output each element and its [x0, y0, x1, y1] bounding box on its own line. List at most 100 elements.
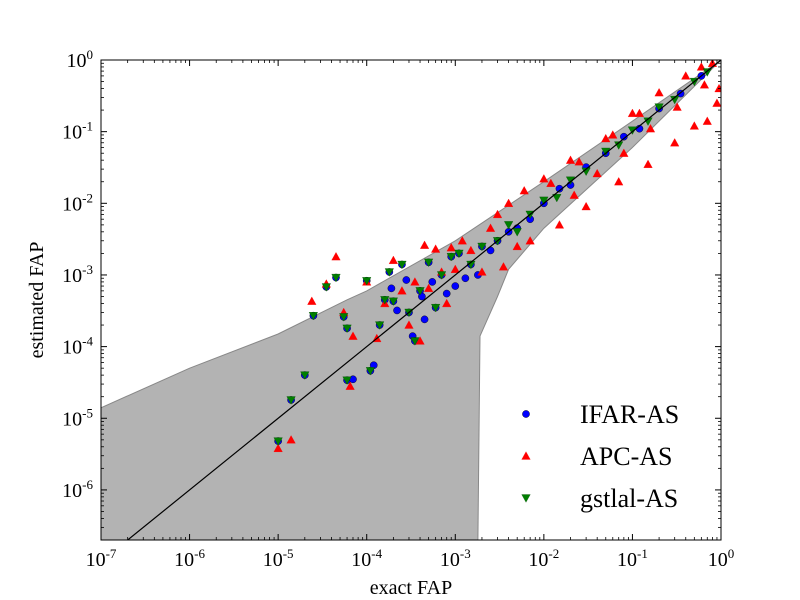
data-point [670, 138, 680, 147]
data-point [404, 320, 414, 329]
data-point [477, 267, 487, 276]
data-point [397, 260, 407, 270]
data-point [442, 298, 452, 308]
data-point [402, 276, 411, 284]
x-axis-label: exact FAP [370, 577, 452, 599]
data-point [415, 336, 425, 345]
data-point [498, 262, 509, 271]
data-point [519, 186, 529, 195]
data-point [393, 306, 401, 315]
data-point [601, 133, 611, 143]
data-point [461, 274, 470, 283]
x-tick-label: 10-3 [440, 546, 471, 571]
data-point [702, 116, 712, 125]
data-point [321, 283, 331, 292]
reference-line-path [126, 60, 721, 540]
data-point [410, 277, 420, 286]
x-tick-label: 10-7 [86, 546, 117, 571]
data-point [620, 132, 628, 141]
data-point [581, 167, 591, 176]
data-point [286, 396, 296, 405]
data-point [565, 155, 576, 164]
data-point [451, 282, 460, 290]
data-point [554, 220, 565, 229]
data-point [273, 437, 283, 446]
legend-marker-gstlal-AS [521, 494, 531, 503]
data-point [308, 312, 318, 321]
data-point [348, 331, 358, 340]
y-tick-label: 10-5 [62, 405, 93, 430]
y-tick-label: 100 [67, 47, 94, 72]
y-axis-label: estimated FAP [26, 242, 48, 359]
data-point [286, 435, 296, 444]
data-point [375, 321, 385, 330]
data-point [525, 236, 535, 245]
data-point [512, 228, 522, 237]
data-point [331, 252, 341, 261]
data-point [339, 313, 349, 322]
data-point [442, 289, 451, 298]
legend-label-IFAR-AS: IFAR-AS [580, 400, 679, 429]
data-point [384, 268, 394, 277]
data-point [331, 273, 341, 283]
data-point [670, 96, 680, 105]
data-point [300, 371, 310, 380]
data-point [454, 249, 464, 258]
data-point [362, 277, 372, 286]
data-point [672, 102, 682, 111]
plot-frame [100, 59, 722, 541]
data-point [681, 71, 691, 80]
y-tick-label: 10-1 [62, 119, 93, 144]
data-point [645, 124, 656, 133]
data-point [712, 98, 721, 107]
data-point [466, 260, 476, 270]
y-tick-label: 10-6 [62, 477, 93, 502]
legend-label-APC-AS: APC-AS [580, 442, 672, 471]
data-point [273, 443, 283, 452]
data-point [428, 278, 437, 286]
data-point [699, 80, 709, 89]
data-point [654, 103, 664, 112]
data-point [415, 287, 425, 296]
confidence-band-area [101, 60, 721, 540]
data-point [592, 168, 602, 178]
data-point [466, 245, 476, 255]
data-point [643, 117, 653, 126]
x-tick-label: 10-2 [528, 546, 559, 571]
data-point [477, 242, 487, 252]
data-point [643, 159, 653, 168]
data-point [380, 296, 390, 305]
data-point [546, 178, 556, 187]
series-gstlal-AS [273, 68, 712, 446]
data-point [492, 209, 503, 218]
data-point [512, 241, 522, 251]
data-point [654, 88, 664, 97]
data-point [457, 236, 467, 245]
y-tick-label: 10-2 [62, 190, 93, 215]
data-point [424, 283, 434, 292]
data-point [446, 243, 456, 252]
data-point [634, 108, 644, 117]
x-tick-label: 10-1 [617, 546, 648, 571]
y-tick-label: 10-4 [62, 334, 93, 359]
data-point [504, 221, 514, 230]
y-tick-label: 10-3 [62, 262, 93, 287]
data-point [485, 223, 496, 232]
data-point [424, 258, 434, 267]
data-point [627, 108, 637, 117]
data-point [614, 177, 624, 186]
data-point [619, 148, 629, 157]
reference-line [126, 60, 721, 540]
confidence-band [101, 60, 721, 540]
data-point [307, 296, 317, 305]
data-point [714, 83, 721, 93]
data-point [431, 244, 441, 253]
data-point [608, 130, 618, 139]
data-point [431, 304, 441, 313]
data-point [446, 253, 456, 262]
data-point [539, 174, 549, 183]
x-tick-label: 10-4 [351, 546, 382, 571]
data-point [574, 157, 584, 166]
x-tick-label: 100 [708, 546, 735, 571]
